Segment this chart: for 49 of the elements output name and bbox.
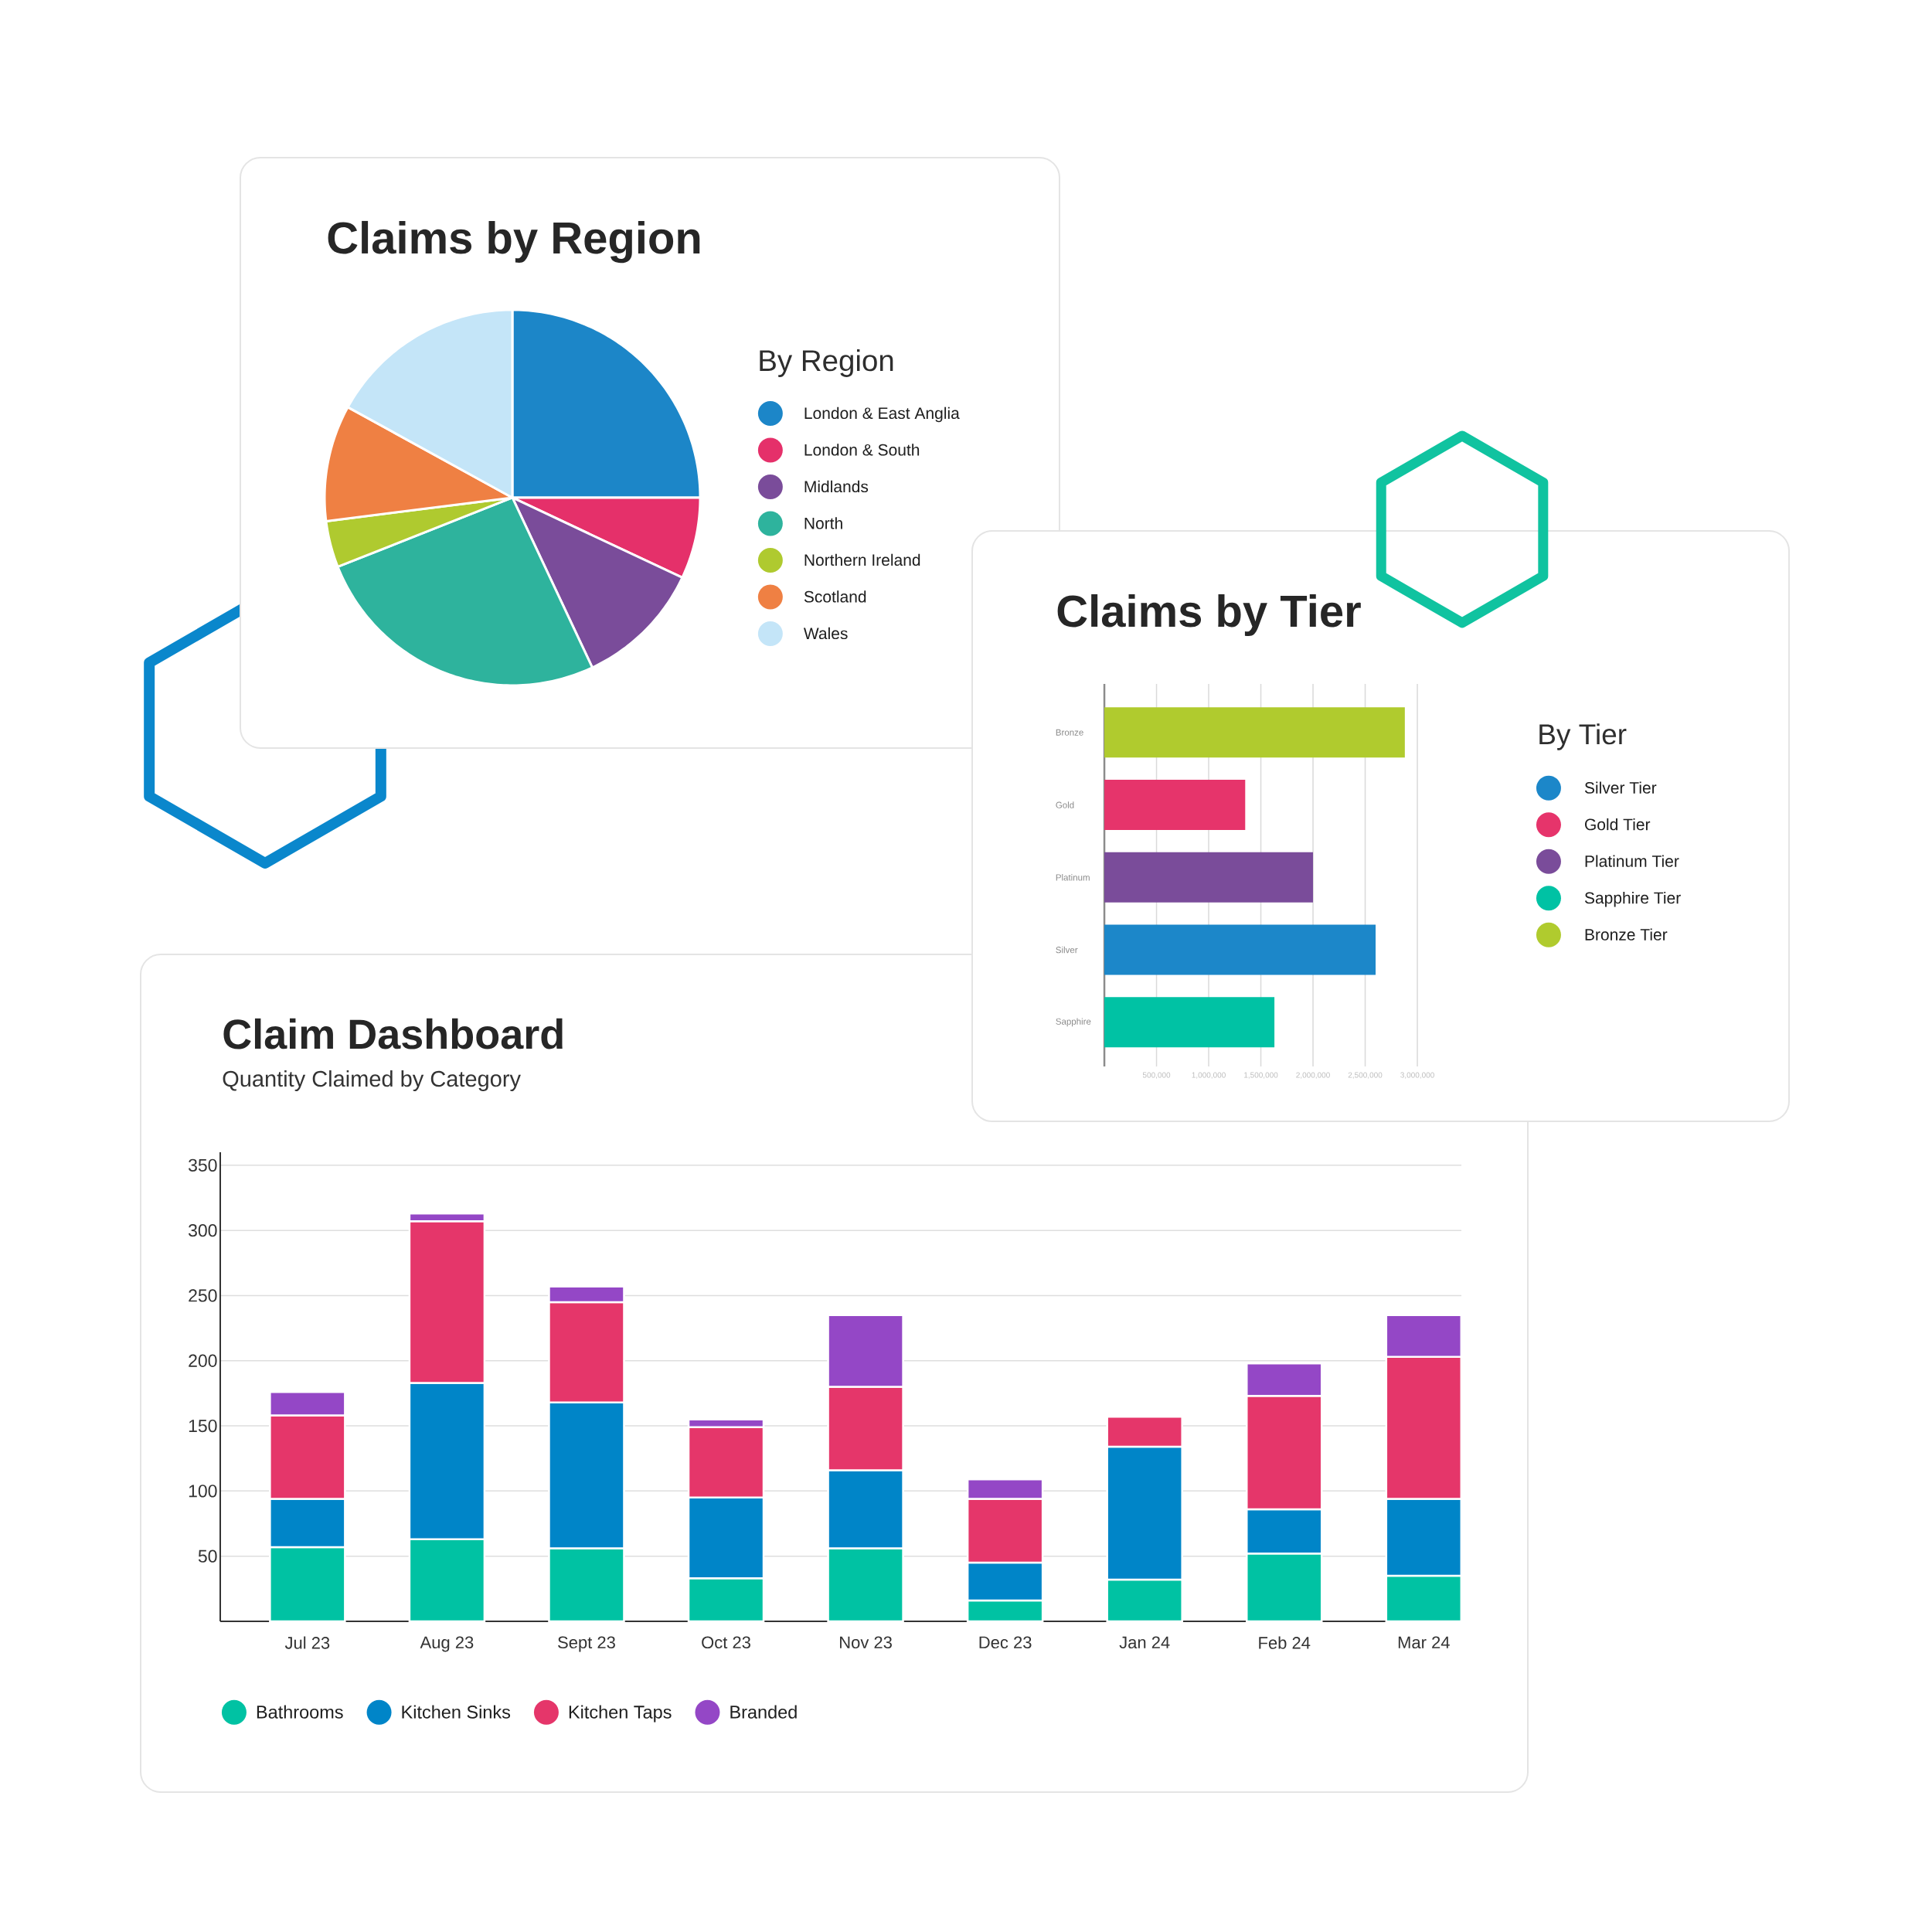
legend-title: By Tier xyxy=(1539,723,1627,750)
x-tick-label: Jul 23 xyxy=(284,1636,330,1649)
x-tick-label: 500,000 xyxy=(1142,1072,1171,1079)
chart-title: Claim Dashboard xyxy=(223,1018,563,1049)
x-tick-label: Oct 23 xyxy=(702,1636,750,1649)
legend-label: Wales xyxy=(803,627,848,640)
y-tick-label: 150 xyxy=(189,1419,217,1433)
y-tick-label: 100 xyxy=(189,1485,217,1498)
legend-label: Gold Tier xyxy=(1585,818,1651,831)
legend-label: Silver Tier xyxy=(1584,781,1657,794)
chart-subtitle: Quantity Claimed by Category xyxy=(223,1070,521,1091)
chart-title: Claims by Tier xyxy=(1057,594,1361,636)
y-tick-label: 200 xyxy=(189,1354,217,1367)
legend-label: Sapphire Tier xyxy=(1584,891,1681,907)
legend-label: North xyxy=(804,517,842,529)
x-tick-label: Jan 24 xyxy=(1119,1636,1170,1649)
x-tick-label: Feb 24 xyxy=(1259,1636,1311,1649)
x-tick-label: 1,500,000 xyxy=(1244,1072,1278,1079)
y-tick-label: 350 xyxy=(188,1158,217,1172)
y-tick-label: Silver xyxy=(1056,946,1078,954)
y-tick-label: Platinum xyxy=(1056,874,1090,881)
legend-label: London & East Anglia xyxy=(804,406,960,423)
x-tick-label: Nov 23 xyxy=(840,1636,892,1649)
legend-title: By Region xyxy=(760,349,893,377)
legend-label: London & South xyxy=(804,444,920,456)
legend-label: Bathrooms xyxy=(257,1705,343,1719)
y-tick-label: 300 xyxy=(188,1224,217,1237)
x-tick-label: Aug 23 xyxy=(420,1636,474,1652)
legend-label: Platinum Tier xyxy=(1585,855,1679,867)
legend-label: Scotland xyxy=(804,590,866,603)
legend-label: Midlands xyxy=(804,480,869,493)
x-tick-label: 2,000,000 xyxy=(1296,1072,1330,1079)
legend-label: Kitchen Sinks xyxy=(402,1705,511,1719)
y-tick-label: Sapphire xyxy=(1056,1018,1091,1027)
x-tick-label: Mar 24 xyxy=(1398,1636,1450,1649)
legend-label: Branded xyxy=(730,1705,797,1719)
legend-label: Northern Ireland xyxy=(804,553,920,566)
x-tick-label: 3,000,000 xyxy=(1400,1072,1434,1079)
x-tick-label: Dec 23 xyxy=(979,1636,1032,1649)
chart-title: Claims by Region xyxy=(328,220,700,264)
x-tick-label: 1,000,000 xyxy=(1192,1072,1226,1079)
y-tick-label: 50 xyxy=(198,1549,217,1563)
y-tick-label: Bronze xyxy=(1056,729,1083,736)
x-tick-label: Sept 23 xyxy=(558,1636,615,1652)
legend-label: Bronze Tier xyxy=(1585,928,1668,940)
y-tick-label: 250 xyxy=(189,1289,217,1302)
x-tick-label: 2,500,000 xyxy=(1348,1072,1383,1079)
y-tick-label: Gold xyxy=(1056,801,1074,808)
legend-label: Kitchen Taps xyxy=(569,1705,672,1723)
